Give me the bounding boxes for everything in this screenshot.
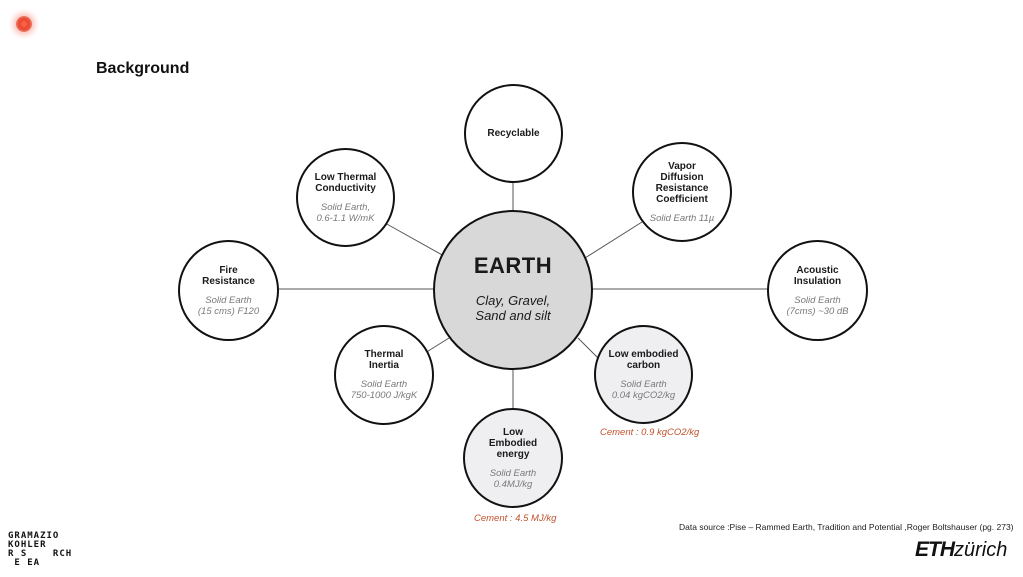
- node-label: Fire Resistance: [202, 264, 255, 287]
- cement-carbon-note: Cement : 0.9 kgCO2/kg: [600, 427, 700, 438]
- node-thermal-inertia: Thermal Inertia Solid Earth 750-1000 J/kgK: [334, 325, 434, 425]
- node-low-thermal-conductivity: Low Thermal Conductivity Solid Earth, 0.6-…: [296, 148, 395, 247]
- connector-low-thermal: [384, 222, 445, 257]
- node-label: Low Thermal Conductivity: [314, 171, 377, 194]
- gramazio-kohler-research-logo: GRAMAZIO KOHLER R S RCH E EA: [8, 531, 73, 568]
- node-value: Solid Earth, 0.6-1.1 W/mK: [316, 201, 375, 224]
- connector-low-carbon: [577, 337, 599, 359]
- node-value: Solid Earth 0.4MJ/kg: [489, 467, 537, 490]
- node-value: Solid Earth (15 cms) F120: [197, 294, 260, 317]
- eth-zurich-logo: ETHzürich: [915, 538, 1008, 561]
- connector-thermal-inertia: [424, 337, 450, 354]
- node-value: Solid Earth 0.04 kgCO2/kg: [611, 378, 676, 401]
- node-fire-resistance: Fire Resistance Solid Earth (15 cms) F120: [178, 240, 279, 341]
- node-label: Low embodied carbon: [608, 348, 679, 371]
- recording-indicator-icon: [16, 16, 32, 32]
- node-label: Vapor Diffusion Resistance Coefficient: [655, 160, 709, 205]
- data-source-citation: Data source :Pise – Rammed Earth, Tradit…: [679, 522, 1014, 532]
- node-vapor-diffusion: Vapor Diffusion Resistance Coefficient Sol…: [632, 142, 732, 242]
- node-recyclable: Recyclable: [464, 84, 563, 183]
- node-label: Thermal Inertia: [364, 349, 404, 371]
- node-label: Recyclable: [487, 128, 540, 139]
- node-value: Solid Earth 750-1000 J/kgK: [350, 379, 418, 401]
- node-value: Solid Earth (7cms) ~30 dB: [786, 294, 849, 317]
- center-title: EARTH: [473, 253, 553, 278]
- center-subtitle: Clay, Gravel, Sand and silt: [475, 293, 551, 323]
- node-label: Low Embodied energy: [488, 426, 538, 460]
- node-low-embodied-carbon: Low embodied carbon Solid Earth 0.04 kgCO2…: [594, 325, 693, 424]
- node-acoustic-insulation: Acoustic Insulation Solid Earth (7cms) ~30…: [767, 240, 868, 341]
- center-node-earth: EARTH Clay, Gravel, Sand and silt: [433, 210, 593, 370]
- node-value: Solid Earth 11µ: [649, 212, 715, 224]
- cement-energy-note: Cement : 4.5 MJ/kg: [474, 513, 557, 524]
- node-low-embodied-energy: Low Embodied energy Solid Earth 0.4MJ/kg: [463, 408, 563, 508]
- node-label: Acoustic Insulation: [793, 264, 842, 287]
- page-title: Background: [96, 60, 190, 77]
- connector-vapor: [584, 221, 643, 259]
